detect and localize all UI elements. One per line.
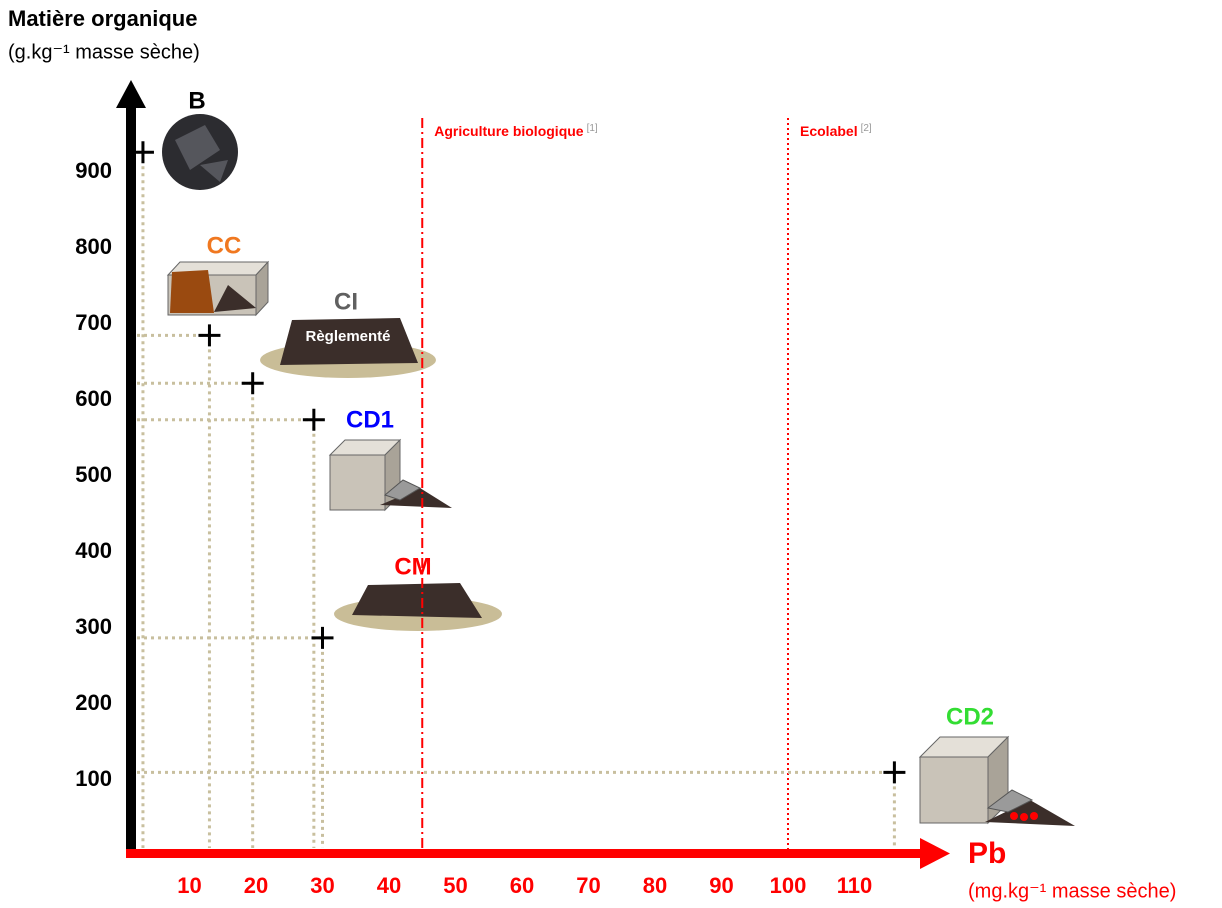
point-label: CI bbox=[334, 288, 358, 315]
y-tick-label: 800 bbox=[75, 234, 112, 259]
cm-image bbox=[334, 583, 502, 631]
point-label: CD2 bbox=[946, 703, 994, 730]
x-tick-label: 110 bbox=[837, 873, 873, 898]
y-tick-label: 100 bbox=[75, 766, 112, 791]
marker bbox=[198, 324, 221, 347]
x-tick-label: 90 bbox=[709, 873, 733, 898]
illustrations bbox=[162, 114, 1075, 826]
y-tick-label: 300 bbox=[75, 614, 112, 639]
point-label: CD1 bbox=[346, 406, 394, 433]
y-tick-label: 600 bbox=[75, 386, 112, 411]
y-axis-unit: (g.kg⁻¹ masse sèche) bbox=[8, 41, 200, 63]
threshold-label: Agriculture biologique [1] bbox=[434, 123, 598, 139]
x-tick-label: 70 bbox=[576, 873, 600, 898]
y-tick-label: 200 bbox=[75, 690, 112, 715]
cd2-image bbox=[918, 735, 1075, 826]
threshold-label: Ecolabel [2] bbox=[800, 123, 872, 139]
y-axis-arrow bbox=[116, 80, 146, 108]
cc-image bbox=[166, 260, 270, 317]
x-axis-title: Pb bbox=[968, 837, 1006, 870]
threshold-name: Ecolabel bbox=[800, 123, 858, 139]
ci-image bbox=[260, 318, 436, 378]
y-tick-label: 400 bbox=[75, 538, 112, 563]
x-tick-label: 60 bbox=[510, 873, 534, 898]
x-axis bbox=[126, 849, 924, 858]
y-tick-label: 900 bbox=[75, 158, 112, 183]
marker bbox=[241, 372, 264, 395]
x-axis-arrow bbox=[920, 838, 950, 869]
marker bbox=[302, 408, 325, 431]
plot: B CC CI CD1 CM CD2 bbox=[131, 87, 994, 784]
point-label: CC bbox=[207, 232, 242, 259]
y-tick-label: 700 bbox=[75, 310, 112, 335]
x-tick-label: 40 bbox=[377, 873, 401, 898]
point-label: B bbox=[188, 87, 205, 114]
x-tick-label: 50 bbox=[443, 873, 467, 898]
x-tick-label: 100 bbox=[770, 873, 807, 898]
threshold-ref: [2] bbox=[861, 123, 872, 134]
annotation: Règlementé bbox=[305, 328, 390, 345]
x-tick-label: 10 bbox=[177, 873, 201, 898]
x-tick-label: 30 bbox=[310, 873, 334, 898]
marker bbox=[883, 761, 906, 784]
x-tick-label: 20 bbox=[244, 873, 268, 898]
y-axis-title: Matière organique bbox=[8, 6, 197, 31]
x-axis-unit: (mg.kg⁻¹ masse sèche) bbox=[968, 880, 1176, 902]
x-tick-label: 80 bbox=[643, 873, 667, 898]
biochar-detail bbox=[175, 125, 228, 182]
point-label: CM bbox=[394, 553, 431, 580]
threshold-ref: [1] bbox=[587, 123, 598, 134]
guides: Agriculture biologique [1] Ecolabel [2] bbox=[137, 118, 896, 850]
cd1-image bbox=[328, 438, 452, 512]
threshold-name: Agriculture biologique bbox=[434, 123, 584, 139]
y-tick-label: 500 bbox=[75, 462, 112, 487]
marker bbox=[311, 626, 334, 649]
y-axis bbox=[126, 105, 136, 850]
